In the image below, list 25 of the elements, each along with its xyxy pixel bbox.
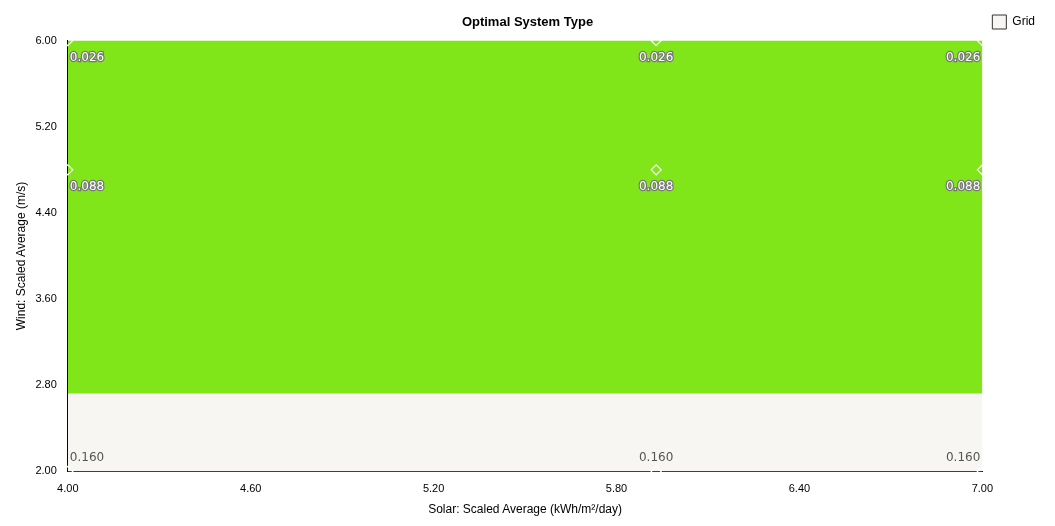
y-tick-label: 2.00 [35, 464, 57, 477]
annotation: 0.026 [69, 49, 105, 64]
y-tick-label: 5.20 [35, 119, 57, 132]
y-axis-title: Wind: Scaled Average (m/s) [13, 181, 28, 331]
y-tick-label: 3.60 [35, 292, 57, 305]
x-axis-title: Solar: Scaled Average (kWh/m²/day) [428, 502, 622, 517]
annotation: 0.088 [945, 178, 981, 193]
annotation: 0.088 [638, 178, 674, 193]
x-tick-label: 4.00 [57, 482, 79, 495]
x-tick-label: 4.60 [240, 482, 262, 495]
annotation: 0.160 [69, 450, 105, 465]
chart-title: Optimal System Type [461, 14, 594, 30]
annotation: 0.026 [945, 49, 981, 64]
x-tick-label: 7.00 [971, 482, 994, 495]
annotation: 0.088 [69, 178, 105, 193]
y-tick-label: 2.80 [35, 378, 57, 391]
annotation: 0.026 [638, 49, 674, 64]
y-tick-label: 6.00 [35, 33, 57, 46]
x-tick-label: 6.40 [788, 482, 811, 495]
x-tick-label: 5.80 [605, 482, 628, 495]
legend-label: Grid [1012, 14, 1035, 29]
annotation: 0.160 [638, 450, 674, 465]
annotation: 0.160 [945, 450, 981, 465]
x-tick-label: 5.20 [422, 482, 445, 495]
y-tick-label: 4.40 [35, 205, 57, 218]
